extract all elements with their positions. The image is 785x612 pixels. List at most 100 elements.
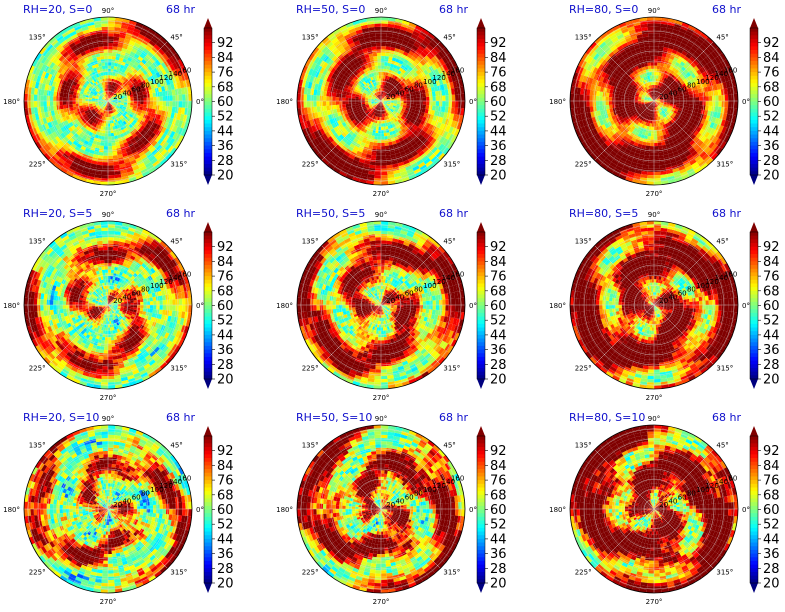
heatmap-cell <box>323 75 329 82</box>
heatmap-cell <box>103 75 107 79</box>
heatmap-cell <box>415 170 423 178</box>
heatmap-cell <box>35 52 42 61</box>
heatmap-cell <box>368 101 372 104</box>
heatmap-cell <box>384 55 389 60</box>
heatmap-cell <box>161 68 167 76</box>
heatmap-cell <box>660 138 665 143</box>
heatmap-cell <box>400 170 408 176</box>
heatmap-cell <box>88 115 93 120</box>
heatmap-cell <box>88 27 96 33</box>
heatmap-cell <box>325 131 331 139</box>
heatmap-cell <box>99 122 103 126</box>
heatmap-cell <box>407 171 416 177</box>
heatmap-cell <box>674 108 679 112</box>
heatmap-cell <box>101 122 105 127</box>
heatmap-cell <box>394 107 399 111</box>
heatmap-cell <box>400 153 407 159</box>
heatmap-cell <box>108 42 114 47</box>
heatmap-cell <box>109 88 112 92</box>
heatmap-cell <box>104 59 108 63</box>
heatmap-cell <box>101 168 108 173</box>
heatmap-cell <box>626 115 631 120</box>
heatmap-cell <box>114 107 118 111</box>
heatmap-cell <box>362 124 367 129</box>
heatmap-cell <box>29 65 35 74</box>
colorbar-segment <box>477 53 485 58</box>
colorbar-segment <box>477 130 485 135</box>
heatmap-cell <box>92 110 96 114</box>
heatmap-cell <box>324 81 330 87</box>
heatmap-cell <box>139 53 146 59</box>
heatmap-cell <box>169 63 176 71</box>
heatmap-cell <box>111 113 114 117</box>
heatmap-cell <box>450 59 458 67</box>
heatmap-cell <box>307 133 314 142</box>
heatmap-cell <box>386 103 390 106</box>
heatmap-cell <box>108 155 114 160</box>
heatmap-cell <box>618 101 622 105</box>
polar-outline <box>23 16 193 186</box>
heatmap-cell <box>381 65 385 69</box>
heatmap-cell <box>317 72 323 79</box>
heatmap-cell <box>87 74 92 79</box>
heatmap-cell <box>442 95 446 101</box>
heatmap-cell <box>168 56 176 64</box>
heatmap-cell <box>632 113 637 118</box>
heatmap-cell <box>133 101 138 104</box>
heatmap-cell <box>63 59 70 66</box>
heatmap-cell <box>85 130 91 135</box>
heatmap-cell <box>636 128 641 134</box>
heatmap-cell <box>658 105 661 109</box>
heatmap-cell <box>124 99 128 101</box>
heatmap-cell <box>178 107 183 114</box>
heatmap-cell <box>417 134 424 140</box>
heatmap-cell <box>654 113 656 118</box>
heatmap-cell <box>639 123 644 128</box>
colorbar-segment <box>204 127 212 132</box>
heatmap-cell <box>104 81 107 86</box>
heatmap-cell <box>428 59 434 66</box>
heatmap-cell <box>342 137 348 144</box>
heatmap-cell <box>686 84 691 89</box>
heatmap-cell <box>419 31 428 38</box>
heatmap-cell <box>437 51 445 59</box>
heatmap-cell <box>311 69 317 77</box>
heatmap-cell <box>663 103 667 106</box>
heatmap-cell <box>376 123 380 127</box>
heatmap-cell <box>660 101 664 103</box>
heatmap-cell <box>684 109 689 114</box>
heatmap-cell <box>306 107 311 114</box>
heatmap-cell <box>666 122 671 127</box>
heatmap-cell <box>374 99 378 101</box>
heatmap-cell <box>612 73 617 79</box>
heatmap-cell <box>382 95 385 99</box>
heatmap-cell <box>637 133 642 138</box>
heatmap-cell <box>660 91 664 95</box>
heatmap-cell <box>370 121 374 126</box>
heatmap-cell <box>639 106 643 110</box>
heatmap-cell <box>50 120 56 127</box>
heatmap-cell <box>656 106 659 110</box>
heatmap-cell <box>392 106 396 110</box>
heatmap-cell <box>325 57 332 64</box>
heatmap-cell <box>68 126 74 133</box>
heatmap-cell <box>38 69 44 77</box>
heatmap-cell <box>111 101 115 103</box>
heatmap-cell <box>109 107 111 111</box>
heatmap-cell <box>658 85 661 90</box>
heatmap-cell <box>403 121 409 127</box>
heatmap-cell <box>368 124 373 129</box>
heatmap-cell <box>116 110 120 114</box>
heatmap-cell <box>639 78 643 83</box>
heatmap-cell <box>659 66 664 70</box>
heatmap-cell <box>654 139 658 143</box>
heatmap-cell <box>672 76 677 81</box>
heatmap-cell <box>371 102 375 105</box>
heatmap-cell <box>613 78 618 84</box>
heatmap-cell <box>387 111 391 115</box>
heatmap-cell <box>60 146 67 153</box>
heatmap-cell <box>658 94 662 98</box>
heatmap-cell <box>403 86 408 91</box>
heatmap-cell <box>379 101 381 105</box>
colorbar-segment <box>477 108 485 113</box>
